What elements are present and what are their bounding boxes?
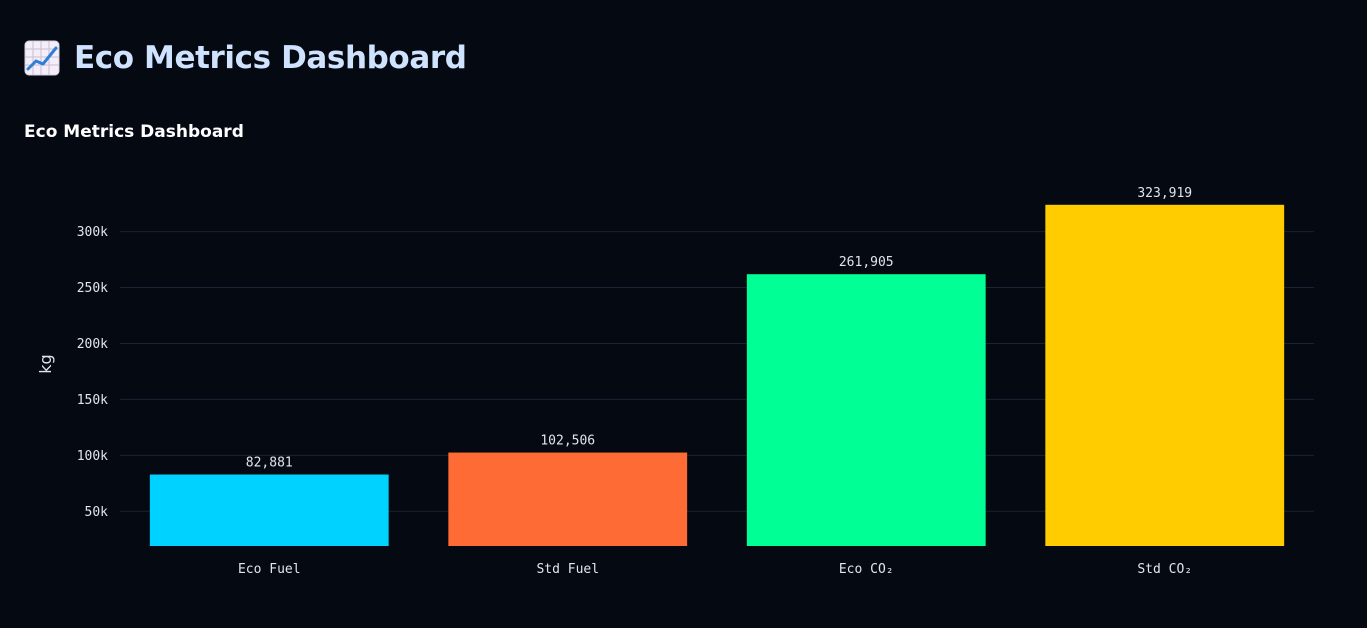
bar-value-label: 82,881 xyxy=(246,456,293,471)
y-tick-label: 300k xyxy=(77,225,108,240)
x-tick-label: Std Fuel xyxy=(536,562,599,577)
x-tick-label: Std CO₂ xyxy=(1137,562,1192,577)
y-tick-label: 50k xyxy=(85,505,109,520)
bars-layer xyxy=(149,204,1285,547)
y-tick-label: 250k xyxy=(77,281,108,296)
app-title: Eco Metrics Dashboard xyxy=(74,39,467,76)
chart-increasing-icon xyxy=(24,40,60,76)
y-tick-label: 150k xyxy=(77,393,108,408)
bar-4[interactable] xyxy=(1045,204,1285,547)
app-header: Eco Metrics Dashboard xyxy=(24,40,467,76)
labels-layer: 82,881 Eco Fuel 102,506 Std Fuel 261,905 Eco … xyxy=(238,186,1192,577)
x-tick-label: Eco CO₂ xyxy=(839,562,894,577)
x-tick-label: Eco Fuel xyxy=(238,562,301,577)
y-axis-label: kg xyxy=(36,354,55,373)
bar-chart: 50k 100k 150k 200k 250k 300k 82,881 Eco Fuel 10… xyxy=(36,186,1314,577)
bar-value-label: 261,905 xyxy=(839,255,894,270)
y-tick-label: 200k xyxy=(77,337,108,352)
bar-1[interactable] xyxy=(149,474,389,546)
bar-value-label: 323,919 xyxy=(1137,186,1192,201)
chart-title: Eco Metrics Dashboard xyxy=(24,122,244,142)
bar-3[interactable] xyxy=(746,274,986,546)
bar-value-label: 102,506 xyxy=(540,434,595,449)
bar-2[interactable] xyxy=(448,452,688,546)
y-tick-label: 100k xyxy=(77,449,108,464)
